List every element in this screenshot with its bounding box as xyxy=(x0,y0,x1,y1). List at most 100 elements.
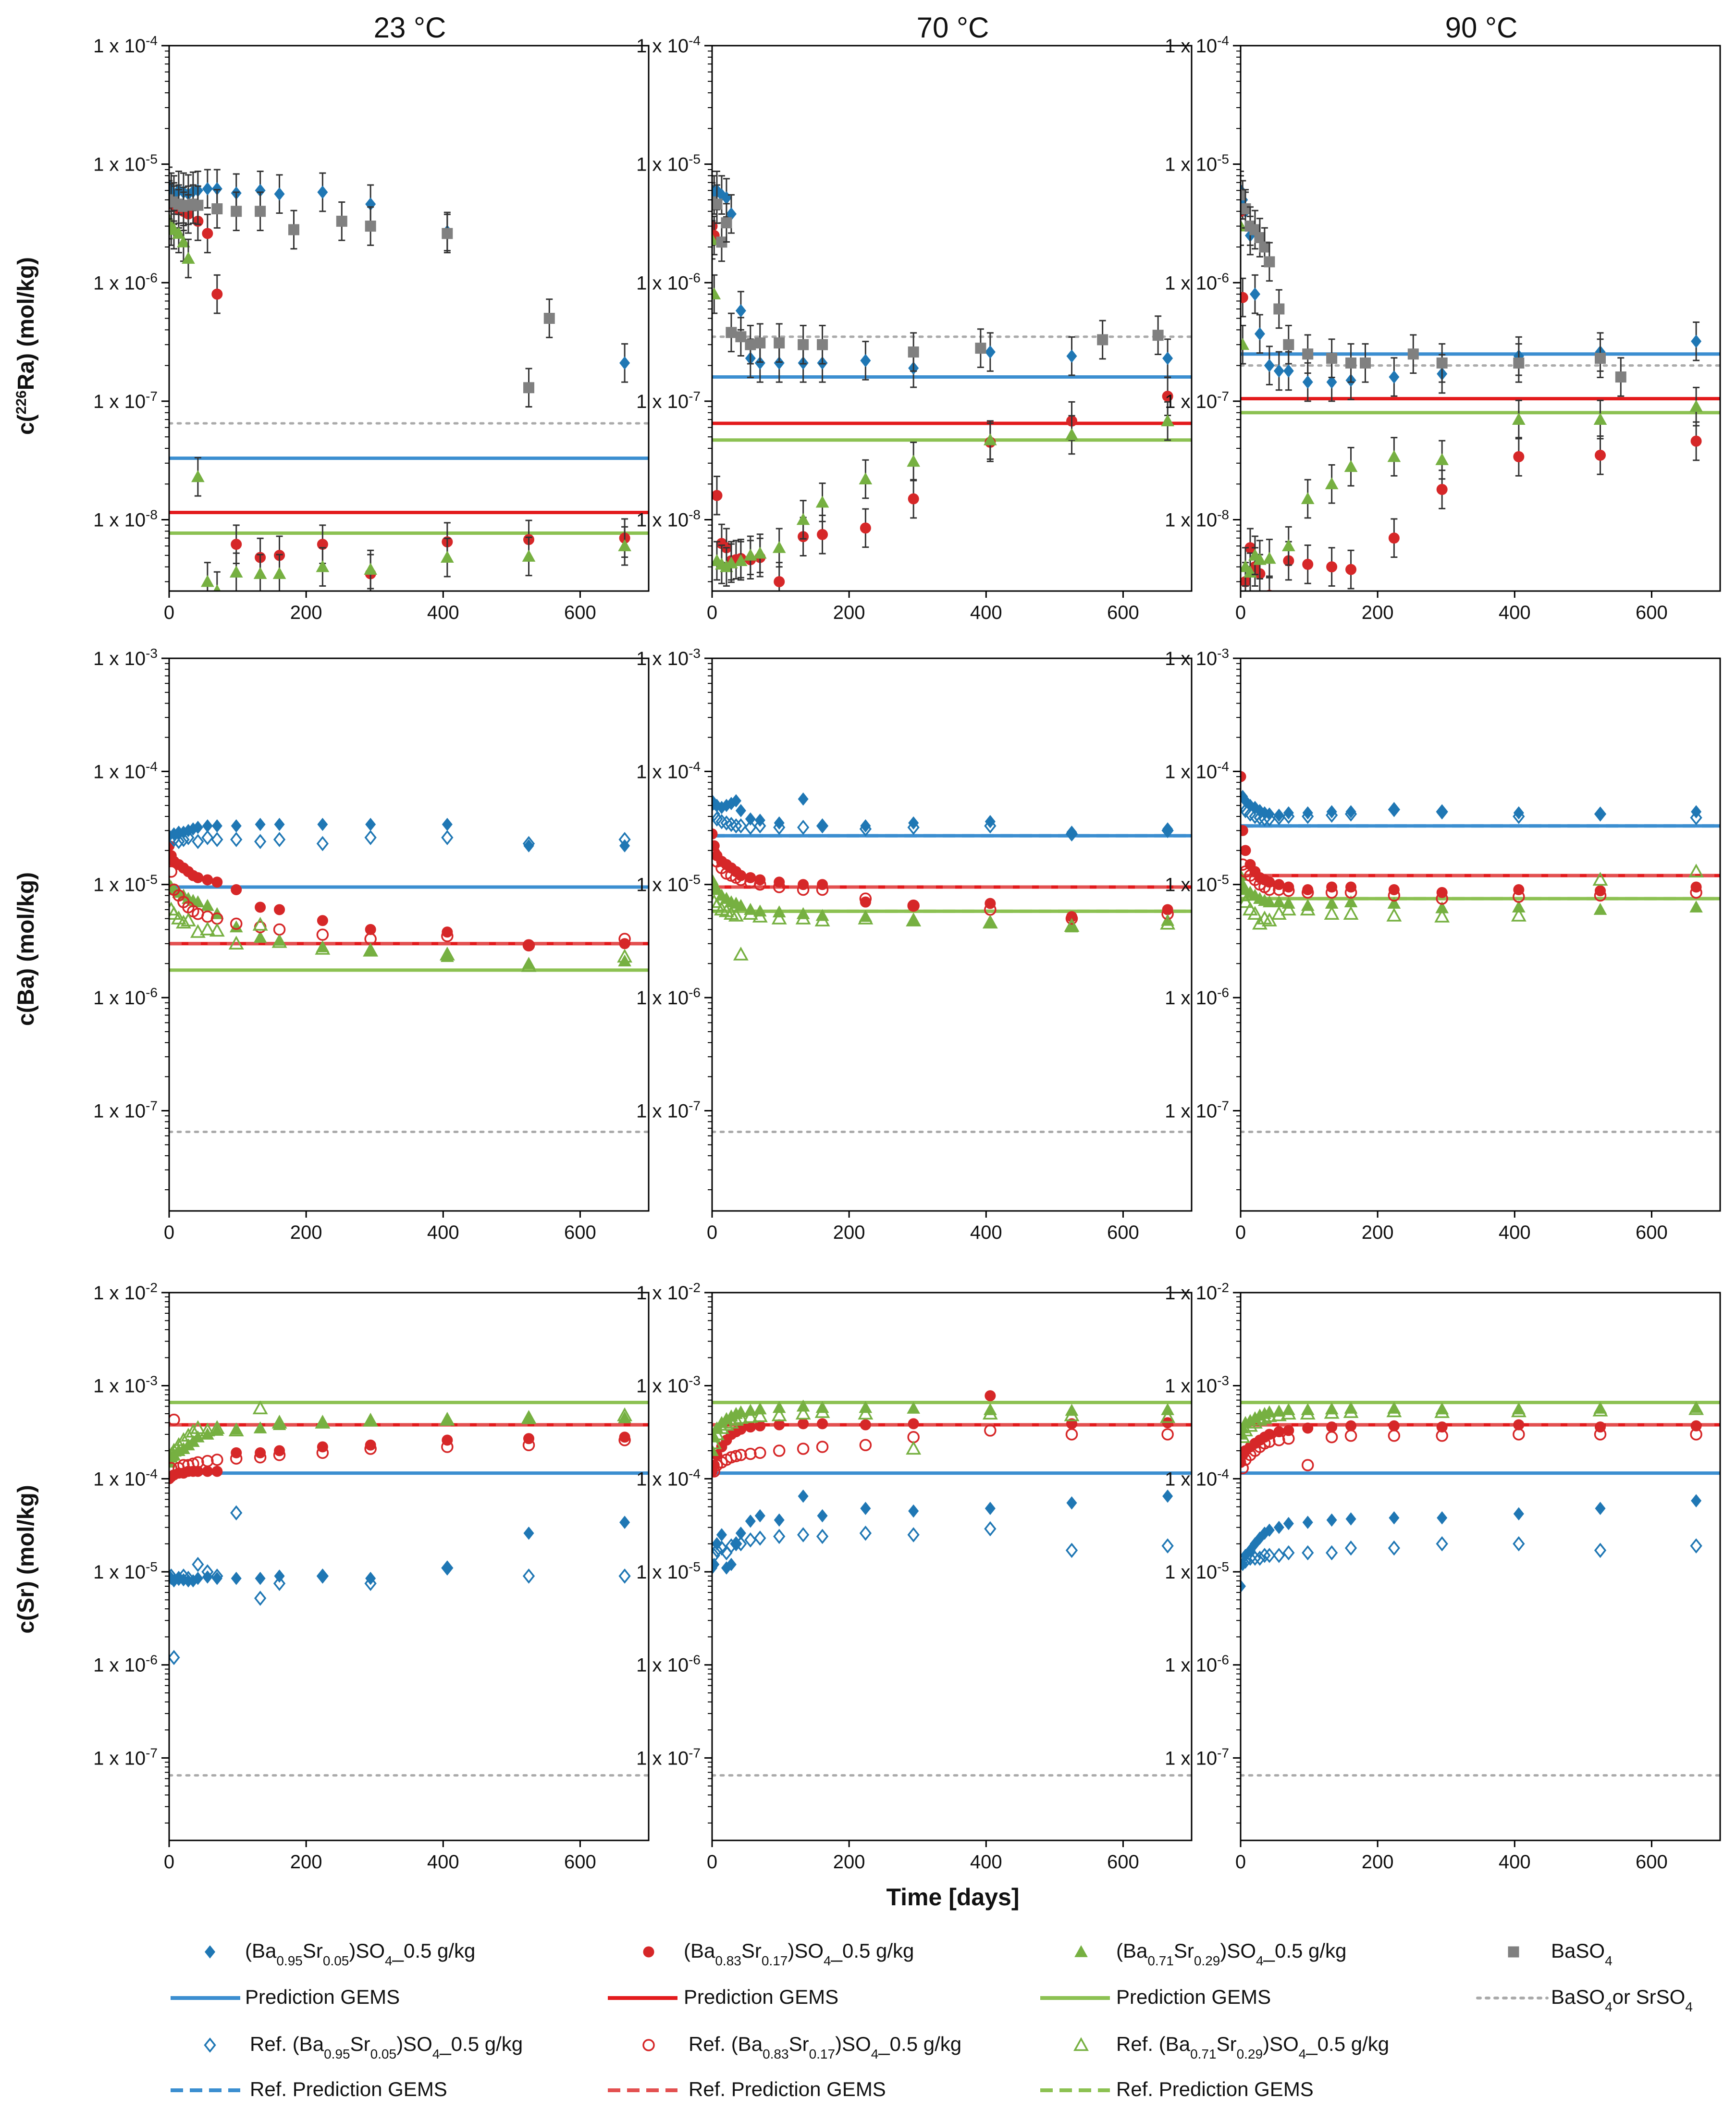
series-4 xyxy=(169,1413,631,1475)
data-point xyxy=(1436,892,1448,905)
data-point xyxy=(1152,330,1164,341)
data-point xyxy=(908,1418,919,1430)
legend-marker-r71 xyxy=(1073,2037,1089,2051)
data-point xyxy=(1343,1404,1359,1418)
data-point xyxy=(1241,292,1248,303)
data-point xyxy=(1688,1401,1704,1415)
data-point xyxy=(1691,1494,1702,1507)
y-tick-label: 1 x 10-7 xyxy=(93,1745,158,1769)
data-point xyxy=(230,832,243,847)
data-point xyxy=(201,830,214,845)
data-point xyxy=(180,1428,196,1442)
x-tick-label: 400 xyxy=(970,1851,1002,1873)
data-point xyxy=(712,1557,720,1571)
data-point xyxy=(211,1571,222,1585)
data-point xyxy=(271,934,287,948)
y-tick-label: 1 x 10-5 xyxy=(93,151,158,175)
y-tick-label: 1 x 10-4 xyxy=(93,1466,158,1490)
data-point xyxy=(182,830,195,845)
y-tick-label: 1 x 10-2 xyxy=(1165,1280,1229,1304)
data-point xyxy=(1513,809,1525,824)
data-point xyxy=(439,946,455,961)
data-point xyxy=(712,1444,719,1456)
y-tick-label: 1 x 10-4 xyxy=(636,759,701,783)
data-point xyxy=(1302,1422,1314,1434)
data-point xyxy=(169,1650,180,1666)
data-point xyxy=(1437,1511,1448,1525)
data-point xyxy=(908,816,919,830)
data-point xyxy=(1511,1403,1527,1418)
data-point xyxy=(1435,901,1449,913)
data-point xyxy=(1592,872,1608,886)
x-tick-label: 200 xyxy=(833,1222,865,1243)
data-point xyxy=(1595,807,1606,821)
data-point xyxy=(734,554,748,566)
data-point xyxy=(1263,1548,1276,1563)
series-5 xyxy=(169,901,633,972)
data-point xyxy=(735,331,747,343)
data-point xyxy=(1264,358,1275,372)
data-point xyxy=(191,470,205,482)
data-point xyxy=(192,821,203,834)
data-point xyxy=(1344,1540,1357,1556)
data-point xyxy=(192,872,204,883)
y-tick-label: 1 x 10-7 xyxy=(636,1098,701,1122)
series-1 xyxy=(712,206,1173,591)
y-tick-label: 1 x 10-7 xyxy=(93,1098,158,1122)
data-point xyxy=(317,185,328,199)
data-point xyxy=(745,339,756,350)
data-point xyxy=(1344,886,1357,899)
y-tick-label: 1 x 10-8 xyxy=(93,507,158,531)
data-point xyxy=(984,1424,997,1437)
data-point xyxy=(1389,370,1400,384)
data-point xyxy=(1436,1536,1448,1552)
data-point xyxy=(1594,1428,1607,1441)
data-point xyxy=(199,921,215,936)
data-point xyxy=(1436,484,1448,495)
data-point xyxy=(255,901,266,913)
data-point xyxy=(230,1452,243,1465)
series-3 xyxy=(1241,798,1702,827)
data-point xyxy=(1282,1432,1295,1445)
data-point xyxy=(211,1454,223,1466)
panels: 0 200 400 600 1 x 10-4 1 x 10-5 1 x 10-6 1 x 10… xyxy=(93,33,1721,1873)
legend-text-s95: (Ba0.95Sr0.05)SO4_0.5 g/kg xyxy=(245,1939,475,1968)
legend-text-p95: Prediction GEMS xyxy=(245,1986,400,2008)
data-point xyxy=(859,1525,872,1541)
data-point xyxy=(754,878,766,891)
data-point xyxy=(1436,887,1448,898)
data-point xyxy=(1689,400,1703,412)
data-point xyxy=(1066,826,1077,839)
data-point xyxy=(712,1548,720,1563)
data-point xyxy=(273,832,286,847)
data-point xyxy=(1389,1511,1400,1525)
data-point xyxy=(817,819,828,833)
data-point xyxy=(209,923,225,937)
data-point xyxy=(1434,1404,1450,1418)
y-tick-label: 1 x 10-6 xyxy=(636,270,701,294)
y-tick-label: 1 x 10-3 xyxy=(636,1373,701,1397)
data-point xyxy=(211,819,222,833)
data-point xyxy=(1241,1429,1251,1443)
y-tick-label: 1 x 10-6 xyxy=(1165,270,1229,294)
data-point xyxy=(1254,1550,1266,1566)
data-point xyxy=(272,567,286,579)
data-point xyxy=(169,906,182,920)
series-markers xyxy=(169,817,633,972)
data-point xyxy=(859,472,873,484)
panel-r0-c2: 0 200 400 600 1 x 10-4 1 x 10-5 1 x 10-6 1 x 10… xyxy=(1165,33,1721,623)
data-point xyxy=(316,1446,329,1459)
legend-marker-s71 xyxy=(1074,1945,1088,1957)
data-point xyxy=(985,1502,996,1515)
data-point xyxy=(817,1509,828,1523)
data-point xyxy=(796,1399,810,1412)
data-point xyxy=(211,1466,223,1477)
data-point xyxy=(773,820,786,835)
data-point xyxy=(231,819,242,833)
legend-marker-bas xyxy=(1508,1946,1519,1958)
data-point xyxy=(1065,1542,1078,1558)
data-point xyxy=(1283,1517,1294,1530)
data-point xyxy=(908,346,919,358)
y-tick-label: 1 x 10-5 xyxy=(93,1559,158,1583)
data-point xyxy=(1162,351,1173,365)
